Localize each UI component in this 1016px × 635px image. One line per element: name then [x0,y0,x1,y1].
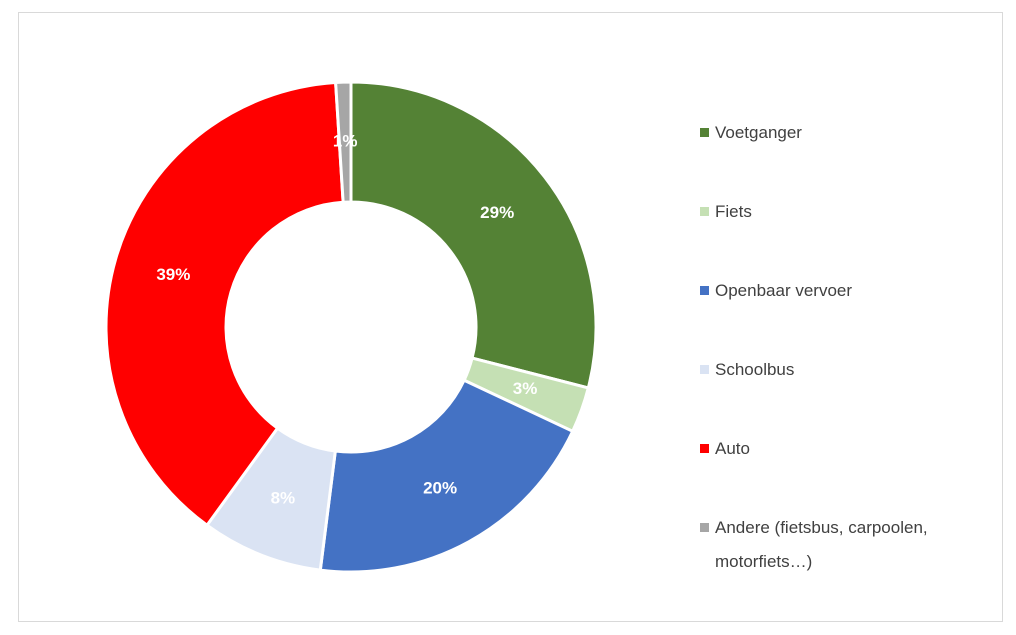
legend-entry: Andere (fietsbus, carpoolen, motorfiets…… [700,511,1015,579]
legend-label: Andere (fietsbus, carpoolen, motorfiets…… [715,518,928,571]
donut-segment [334,80,353,204]
legend-swatch [700,523,709,532]
legend-swatch [700,365,709,374]
legend-swatch [700,286,709,295]
donut-segment [349,80,598,390]
data-label: 29% [480,203,514,222]
data-label: 39% [156,265,190,284]
chart-frame [18,12,1003,622]
legend-entry: Fiets [700,195,752,229]
legend-swatch [700,207,709,216]
legend-entry: Voetganger [700,116,802,150]
legend-entry: Schoolbus [700,353,794,387]
legend-label: Openbaar vervoer [715,281,853,300]
data-label: 20% [423,479,457,498]
data-label: 1% [333,132,358,151]
legend-label: Auto [715,439,750,458]
legend-label: Voetganger [715,123,802,142]
data-label: 8% [271,488,296,507]
donut-segment [318,378,575,574]
legend-entry: Openbaar vervoer [700,274,852,308]
legend-swatch [700,128,709,137]
legend-entry: Auto [700,432,750,466]
data-label: 3% [513,379,538,398]
donut-segment [104,80,345,528]
legend-label: Fiets [715,202,752,221]
legend-label: Schoolbus [715,360,795,379]
legend-swatch [700,444,709,453]
